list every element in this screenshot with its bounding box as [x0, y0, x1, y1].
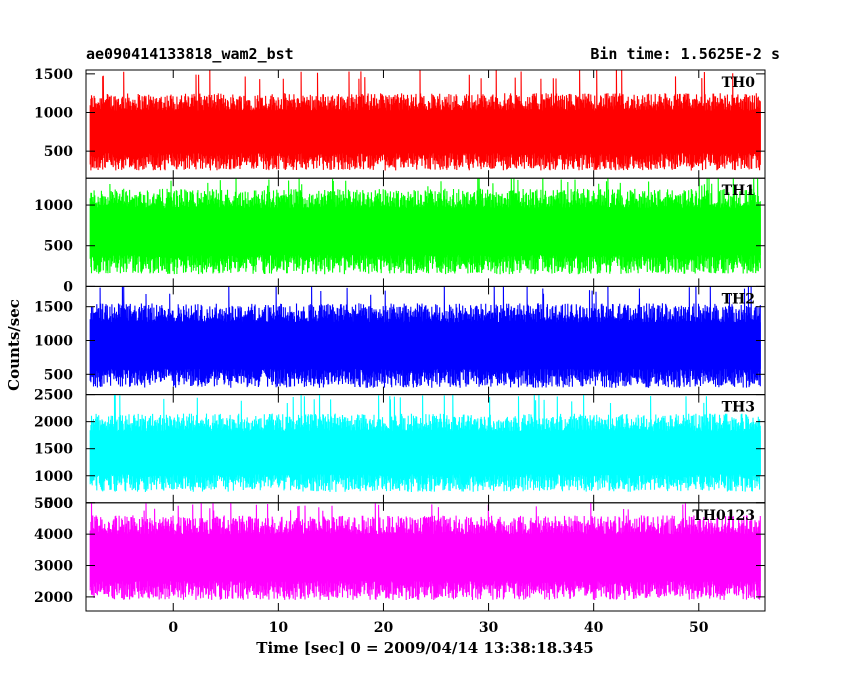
- y-tick-label: 500: [44, 496, 73, 512]
- panels-group: 50010001500TH005001000TH150010001500TH25…: [34, 67, 766, 612]
- y-tick-label: 1500: [34, 300, 73, 316]
- y-tick-label: 2500: [34, 388, 73, 404]
- x-tick-label: 20: [374, 620, 394, 636]
- series-label-th0: TH0: [722, 75, 756, 91]
- series-band-th3: [90, 431, 761, 475]
- y-tick-label: 0: [63, 279, 73, 295]
- panel-th0123: 2000 3000 4000 5000 TH0123: [34, 496, 766, 612]
- y-tick-label: 500: [44, 144, 73, 160]
- panel-th2: 500 1000 1500 TH2: [34, 285, 766, 396]
- x-axis: 0 10 20 30 40 50: [168, 620, 708, 636]
- panel-th3: 500 1000 1500 2000 2500 TH3: [34, 388, 766, 512]
- x-tick-label: 40: [584, 620, 604, 636]
- y-tick-label: 1000: [34, 469, 73, 485]
- series-label-th0123: TH0123: [692, 508, 755, 524]
- x-tick-label: 30: [479, 620, 499, 636]
- series-label-th2: TH2: [722, 291, 755, 307]
- y-tick-label: 5000: [34, 496, 73, 512]
- y-tick-label: 500: [44, 367, 73, 383]
- series-label-th3: TH3: [722, 400, 755, 416]
- y-tick-label: 1000: [34, 198, 73, 214]
- y-tick-label: 500: [44, 239, 73, 255]
- series-band-th2: [90, 322, 761, 369]
- y-tick-label: 2000: [34, 415, 73, 431]
- series-band-th0123: [90, 534, 761, 581]
- y-tick-label: 1000: [34, 106, 73, 122]
- panel-th1: 0 500 1000 TH1: [34, 177, 766, 295]
- bin-time-label: Bin time: 1.5625E-2 s: [590, 45, 780, 63]
- y-tick-label: 1500: [34, 442, 73, 458]
- panel-frame-th0123: [85, 502, 766, 612]
- chart-title: ae090414133818_wam2_bst: [86, 45, 294, 63]
- y-tick-label: 2000: [34, 590, 73, 606]
- y-tick-label: 1500: [34, 67, 73, 83]
- x-axis-title: Time [sec] 0 = 2009/04/14 13:38:18.345: [256, 639, 593, 657]
- y-tick-label: 3000: [34, 559, 73, 575]
- y-tick-label: 4000: [34, 527, 73, 543]
- y-tick-label: 1000: [34, 334, 73, 350]
- x-tick-label: 0: [168, 620, 178, 636]
- series-label-th1: TH1: [722, 183, 755, 199]
- x-tick-label: 50: [689, 620, 709, 636]
- panel-th0: 500 1000 1500 TH0: [34, 67, 766, 179]
- series-band-th0: [90, 110, 761, 154]
- series-band-th1: [90, 207, 761, 255]
- x-tick-label: 10: [269, 620, 289, 636]
- y-axis-title: Counts/sec: [5, 299, 23, 391]
